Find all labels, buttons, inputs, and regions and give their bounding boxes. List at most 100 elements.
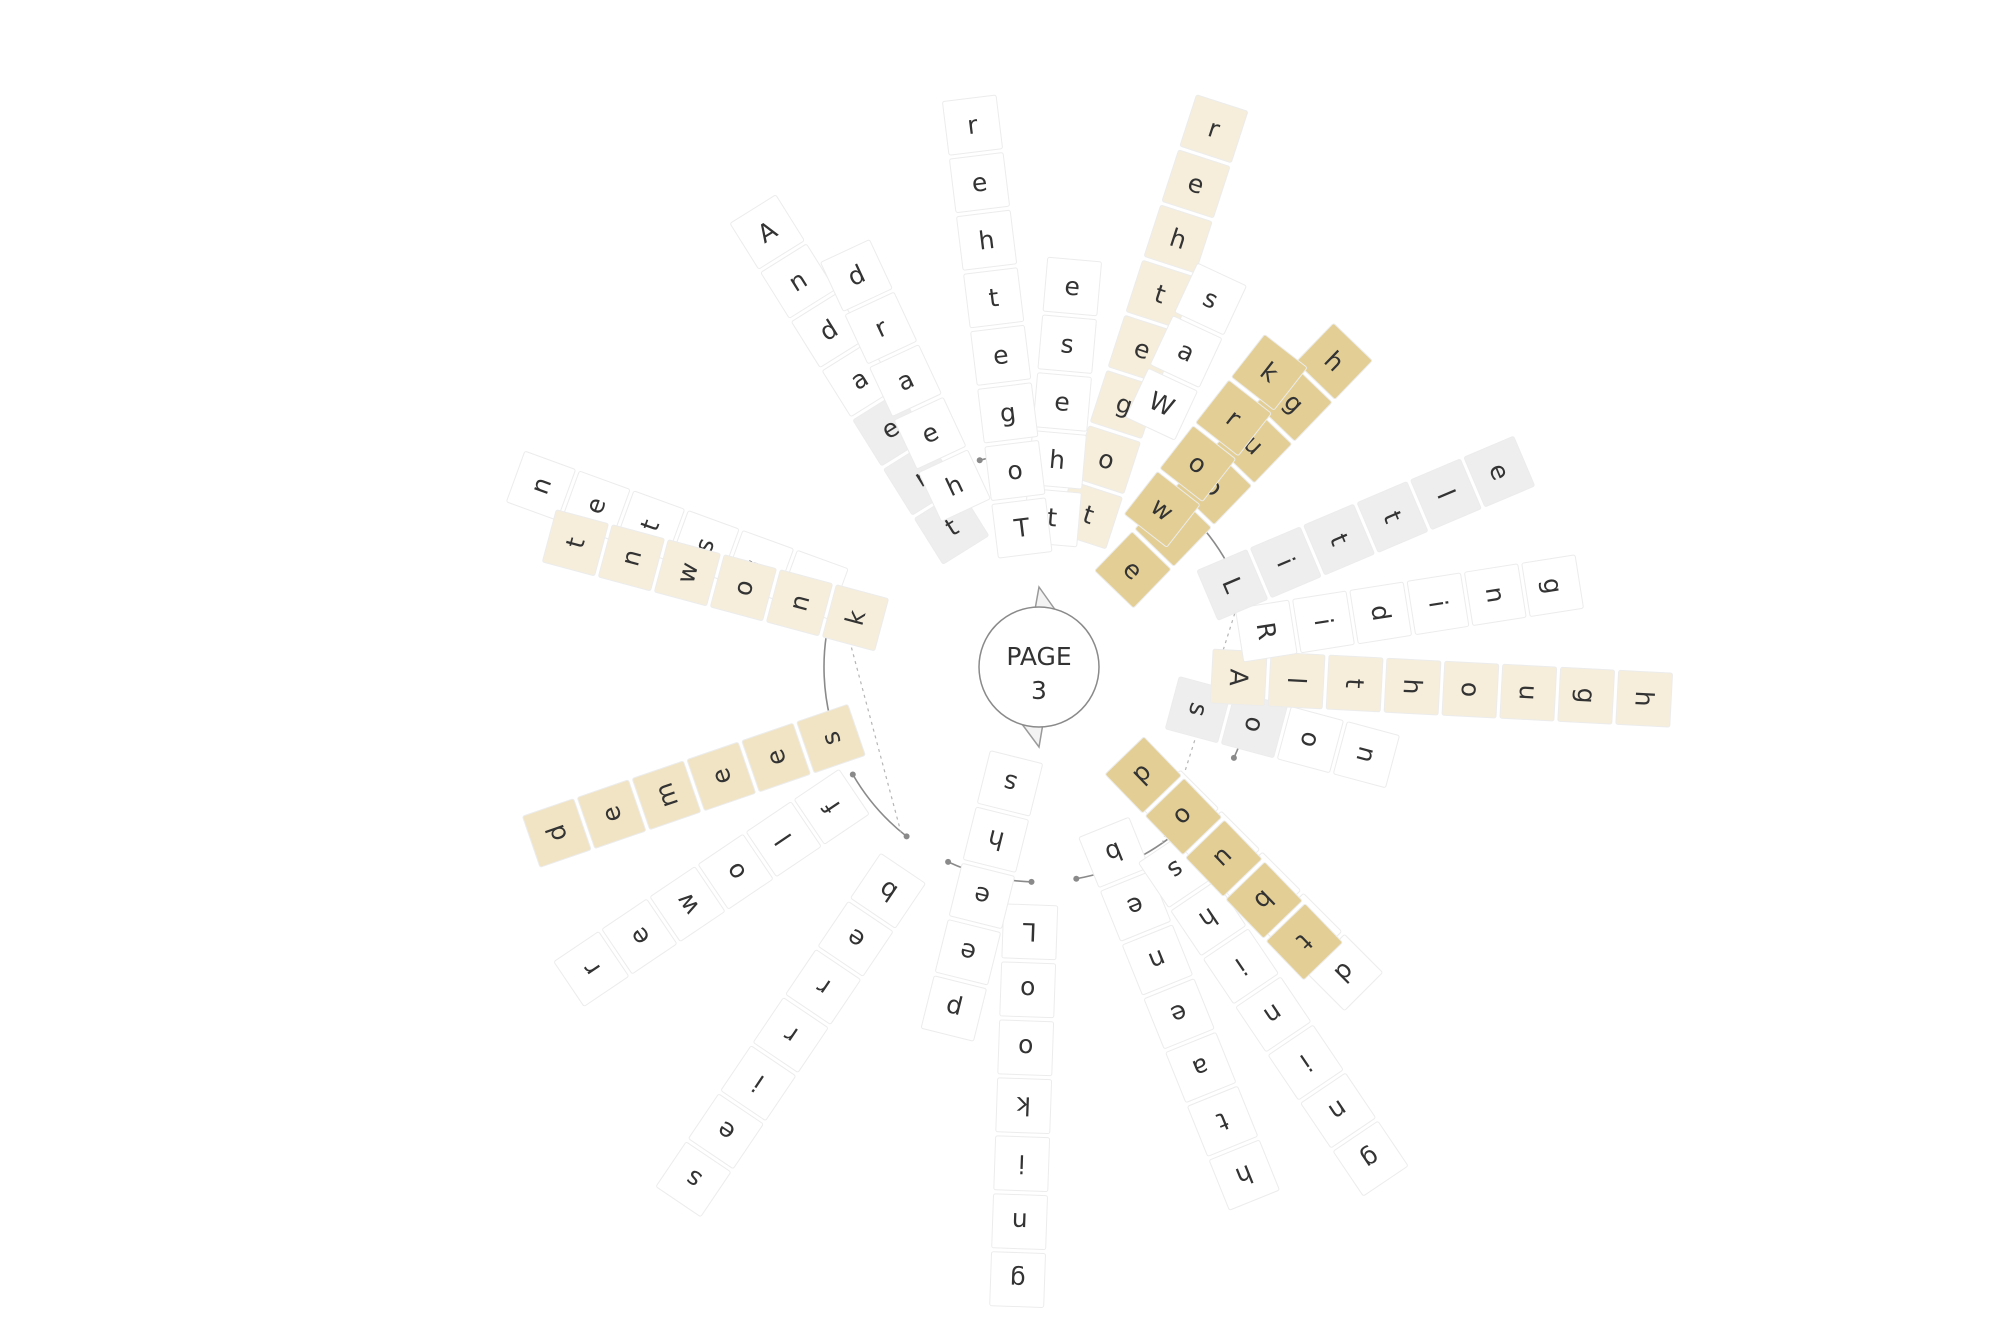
letter-tile-box (542, 509, 609, 576)
letter-tile-box (991, 497, 1053, 559)
letter-tile: h (1383, 657, 1442, 716)
letter-tile-box (1236, 977, 1311, 1052)
letter-tile-glyph: e (1063, 271, 1081, 301)
letter-tile: e (894, 397, 966, 469)
letter-tile: g (1557, 666, 1615, 725)
letter-tile: g (1333, 1121, 1408, 1196)
letter-tile: A (1209, 648, 1268, 707)
letter-tile: w (654, 539, 721, 606)
letter-tile-box (1105, 737, 1182, 813)
letter-tile-box (1383, 657, 1442, 716)
word-spokes: treadnAlistenheardknowntseemedflowerberr… (506, 94, 1673, 1308)
letter-tile: i (1406, 572, 1470, 635)
bracket-arc (852, 774, 908, 838)
letter-tile: s (656, 1142, 731, 1217)
letter-tile-box (1179, 94, 1248, 163)
letter-tile-box (1250, 527, 1321, 598)
letter-tile: t (1325, 654, 1384, 713)
hub-circle (978, 606, 1100, 728)
letter-tile: k (822, 584, 889, 651)
letter-tile-box (1094, 532, 1171, 608)
letter-tile-box (820, 239, 893, 312)
letter-tile-box (1521, 554, 1584, 617)
letter-tile: o (999, 961, 1057, 1019)
letter-tile: d (1105, 737, 1182, 813)
letter-tile: k (995, 1077, 1053, 1135)
letter-tile: t (1187, 1086, 1258, 1157)
letter-tile-box (1277, 706, 1344, 773)
letter-tile: d (522, 798, 592, 868)
letter-tile-box (1150, 315, 1222, 388)
letter-tile: a (822, 342, 897, 417)
letter-tile-glyph: h (1048, 445, 1066, 475)
letter-tile: t (1303, 504, 1375, 575)
letter-tile-box (1161, 149, 1231, 218)
letter-tile: n (1333, 721, 1400, 788)
letter-tile: a (869, 344, 942, 417)
letter-tile-box (710, 554, 777, 621)
letter-tile-box (796, 704, 866, 773)
letter-tile: d (820, 239, 893, 312)
letter-tile-box (1209, 648, 1268, 707)
letter-tile: n (991, 1193, 1048, 1251)
letter-tile: i (1268, 1025, 1343, 1100)
letter-tile-box (822, 584, 889, 651)
letter-tile: r (753, 997, 828, 1073)
letter-tile-box (766, 569, 833, 636)
letter-tile: e (577, 779, 646, 849)
letter-tile: e (1464, 436, 1535, 507)
letter-tile: e (935, 919, 1001, 986)
letter-tile: e (970, 324, 1032, 386)
letter-tile-box (656, 1142, 731, 1217)
bracket-dot (1230, 754, 1237, 761)
letter-tile: e (1161, 149, 1231, 218)
letter-tile-glyph: g (998, 398, 1017, 429)
letter-tile-box (1187, 1086, 1258, 1157)
letter-tile-box (999, 961, 1057, 1019)
letter-tile-box (869, 344, 942, 417)
letter-tile-box (1231, 334, 1307, 410)
letter-tile-box (1165, 1032, 1236, 1103)
letter-tile: h (1209, 1140, 1280, 1211)
letter-tile: n (1300, 1073, 1376, 1148)
letter-tile-box (1203, 929, 1279, 1004)
letter-tile-glyph: o (1238, 714, 1270, 736)
letter-tile-glyph: g (1009, 1265, 1026, 1295)
letter-tile-box (977, 382, 1039, 444)
letter-tile: e (741, 723, 811, 792)
letter-tile-box (1174, 263, 1247, 335)
bracket-dot (1073, 875, 1080, 882)
letter-tile: A (730, 195, 805, 269)
letter-tile-glyph: d (1365, 603, 1396, 623)
bracket-dot (1028, 878, 1035, 885)
letter-tile-box (991, 1193, 1048, 1251)
letter-tile: h (963, 806, 1029, 873)
letter-tile-box (970, 324, 1032, 386)
letter-tile: o (984, 440, 1046, 501)
letter-tile: L (1197, 549, 1268, 621)
letter-tile-glyph: k (1015, 1091, 1031, 1121)
letter-tile: e (818, 901, 893, 977)
letter-tile-glyph: i (1309, 616, 1339, 627)
letter-tile-glyph: T (1012, 513, 1032, 544)
letter-tile-glyph: h (1629, 690, 1659, 707)
letter-tile-box (963, 267, 1025, 329)
letter-tile-box (1266, 903, 1343, 980)
letter-tile: k (1231, 334, 1307, 410)
letter-tile: W (1125, 368, 1198, 440)
letter-tile: o (1145, 778, 1222, 855)
letter-tile: o (1160, 426, 1236, 502)
letter-tile: o (1221, 691, 1288, 758)
letter-tile: i (1292, 590, 1355, 654)
letter-tile: f (794, 769, 869, 845)
letter-tile-box (1357, 481, 1428, 553)
letter-tile: d (1349, 581, 1412, 645)
letter-tile: s (1037, 314, 1097, 374)
letter-tile-box (1292, 590, 1355, 654)
letter-tile-glyph: R (1251, 620, 1282, 642)
